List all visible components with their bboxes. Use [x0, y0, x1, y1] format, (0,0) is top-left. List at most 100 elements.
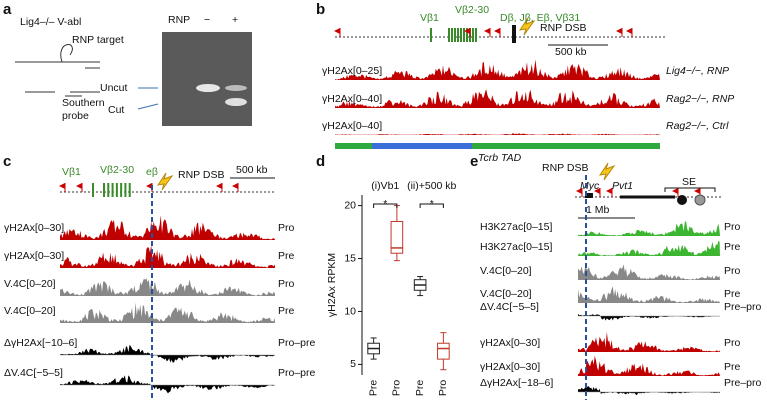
box — [437, 342, 450, 360]
signal-track — [578, 264, 720, 280]
track-label: γH2Ax[0–40] — [322, 120, 382, 132]
label: Uncut — [100, 82, 128, 94]
track-label: ΔγH2Ax[−10–6] — [4, 337, 77, 349]
flag — [626, 28, 632, 34]
label: probe — [62, 110, 89, 122]
flag — [484, 28, 490, 34]
track-label: ΔV.4C[−5–5] — [4, 367, 63, 379]
gene — [115, 183, 118, 197]
label: 500 kb — [555, 46, 587, 58]
label: 500 kb — [236, 164, 268, 176]
label: RNP DSB — [540, 22, 587, 34]
y-tick-label: 20 — [344, 199, 356, 211]
dsb-bolt — [598, 162, 616, 181]
se-dot — [677, 195, 687, 205]
flag — [494, 28, 500, 34]
panel-label: c — [3, 153, 11, 170]
track-condition: Pro–pre — [278, 367, 316, 379]
signal-track — [60, 278, 275, 296]
gel-band — [225, 85, 247, 91]
label: − — [204, 14, 210, 26]
x-tick-label: Pre — [367, 380, 379, 397]
track-condition: Pro — [278, 278, 295, 290]
x-tick-label: Pro — [391, 380, 403, 397]
track-condition: Rag2−/−, Ctrl — [666, 120, 729, 132]
flag — [576, 188, 582, 194]
gene — [466, 28, 468, 42]
flag — [232, 183, 238, 189]
signal-track — [60, 344, 275, 363]
gene — [124, 183, 127, 197]
flag — [694, 188, 700, 194]
significance-bracket — [373, 203, 398, 208]
flag — [334, 28, 340, 34]
label: RNP — [168, 14, 190, 26]
track-condition: Lig4−/−, RNP — [666, 65, 729, 77]
panel-label: e — [470, 153, 478, 170]
track-label: H3K27ac[0–15] — [480, 221, 552, 233]
gene — [430, 28, 432, 42]
track-condition: Pre — [724, 241, 741, 253]
track-condition: Pre — [278, 305, 295, 317]
signal-track — [335, 133, 660, 135]
label: SE — [682, 176, 696, 188]
track-label: γH2Ax[0–30] — [4, 250, 64, 262]
gene — [454, 28, 456, 42]
track-label: ΔγH2Ax[−18–6] — [480, 377, 553, 389]
label: Lig4–/– V-abl — [20, 16, 81, 28]
track-label: H3K27ac[0–15] — [480, 241, 552, 253]
signal-track — [578, 355, 720, 376]
gene — [451, 28, 453, 42]
label: Myc — [580, 180, 600, 192]
dsb-bolt — [518, 17, 536, 36]
se-bracket — [664, 187, 716, 192]
track-condition: Pre–pro — [724, 377, 762, 389]
track-label: V.4C[0–20] — [480, 288, 532, 300]
track-condition: Pre — [724, 288, 741, 300]
flag — [216, 183, 222, 189]
gene — [460, 28, 462, 42]
gene — [92, 183, 94, 197]
signal-track — [60, 244, 275, 268]
label: Vβ2-30 — [100, 164, 134, 176]
panel-label: b — [316, 1, 325, 18]
gene — [111, 183, 114, 197]
panel-label: a — [3, 1, 12, 18]
signal-track — [578, 220, 720, 236]
track-condition: Pro–pre — [278, 337, 316, 349]
track-label: ΔV.4C[−5–5] — [480, 301, 539, 313]
gel — [162, 32, 252, 126]
signal-track — [60, 215, 275, 240]
flag — [616, 28, 622, 34]
gene — [128, 183, 131, 197]
track-condition: Pro — [724, 265, 741, 277]
signal-track — [578, 331, 720, 352]
track-condition: Pro — [724, 221, 741, 233]
box — [390, 220, 404, 254]
label: RNP DSB — [178, 169, 225, 181]
label: Vβ1 — [420, 12, 439, 24]
signal-track — [335, 59, 660, 80]
gene — [585, 193, 593, 198]
track-label: V.4C[0–20] — [4, 305, 56, 317]
gene — [448, 28, 450, 42]
flag — [59, 183, 65, 189]
y-tick-label: 5 — [350, 358, 356, 370]
label: Dβ, Jβ, Eβ, Vβ31 — [500, 12, 580, 24]
panel-a-drawing — [15, 44, 100, 97]
label: Tcrb TAD — [478, 152, 522, 164]
track-label: V.4C[0–20] — [4, 278, 56, 290]
label: Southern — [62, 97, 105, 109]
gene — [107, 183, 110, 197]
gene — [472, 28, 474, 42]
signal-track — [578, 240, 720, 256]
group-label: (i)Vb1 — [371, 180, 399, 192]
tad-bar — [335, 143, 660, 149]
label: RNP target — [72, 34, 124, 46]
gene — [475, 28, 477, 42]
x-tick-label: Pre — [414, 380, 426, 397]
gel-band — [225, 98, 247, 106]
label: Cut — [108, 104, 124, 116]
label: Vβ1 — [62, 166, 81, 178]
